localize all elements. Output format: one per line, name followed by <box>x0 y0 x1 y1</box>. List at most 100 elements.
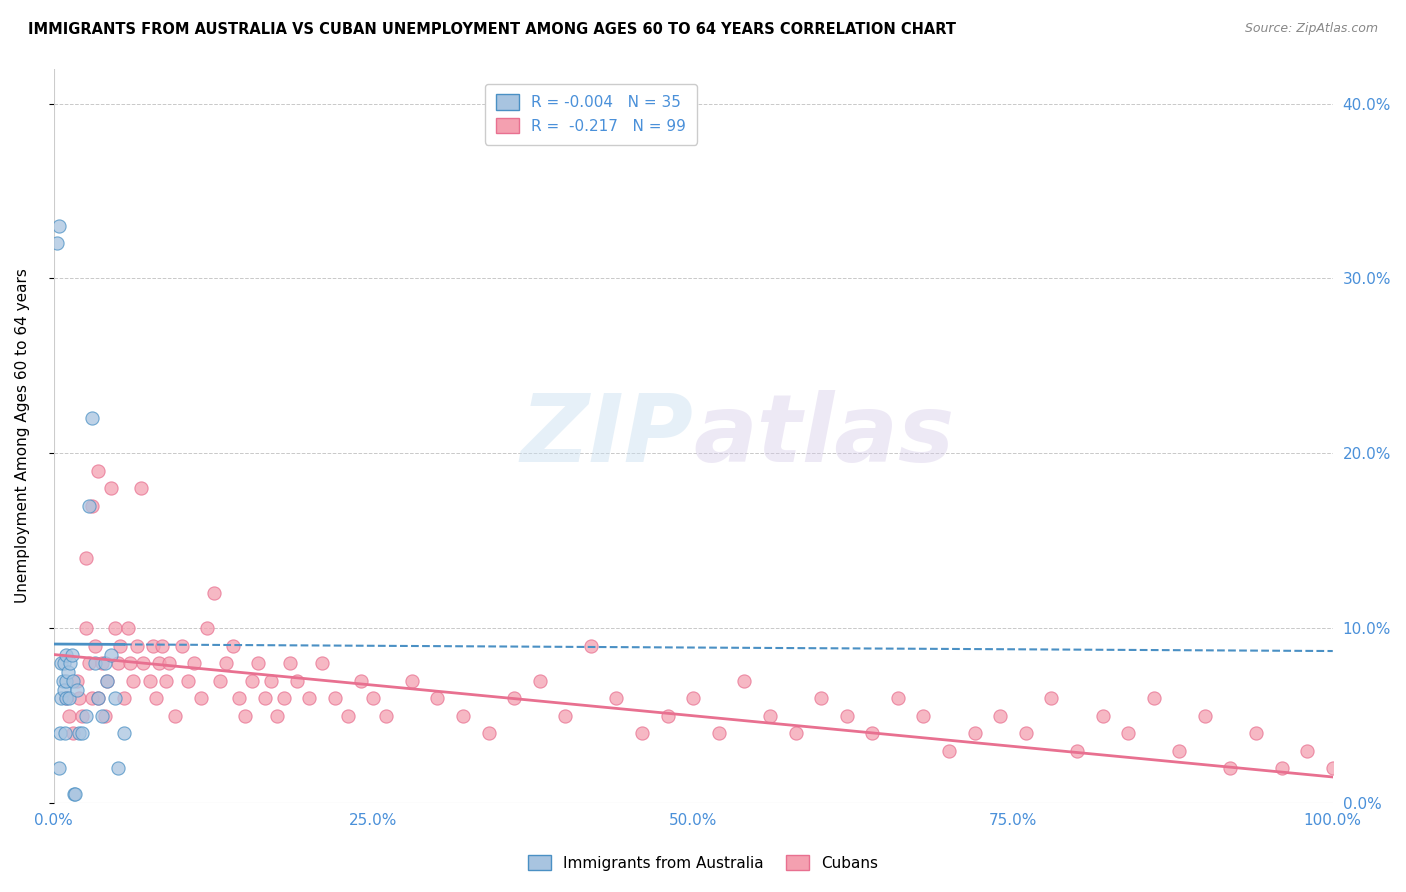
Point <box>195 621 218 635</box>
Text: ZIP: ZIP <box>520 390 693 482</box>
Y-axis label: Unemployment Among Ages 60 to 64 years: Unemployment Among Ages 60 to 64 years <box>15 268 30 603</box>
Point <box>66 682 89 697</box>
Point <box>55 691 77 706</box>
Point <box>94 708 117 723</box>
Point <box>80 411 103 425</box>
Point <box>170 639 193 653</box>
Point <box>912 708 935 723</box>
Point <box>988 708 1011 723</box>
Point <box>759 708 782 723</box>
Point <box>273 691 295 706</box>
Point <box>208 673 231 688</box>
Point <box>58 691 80 706</box>
Point <box>51 691 73 706</box>
Point <box>165 708 187 723</box>
Point <box>682 691 704 706</box>
Point <box>91 708 114 723</box>
Point <box>1296 744 1319 758</box>
Point <box>938 744 960 758</box>
Point <box>52 657 75 671</box>
Point <box>363 691 385 706</box>
Point <box>79 657 101 671</box>
Point <box>529 673 551 688</box>
Point <box>51 657 73 671</box>
Point <box>48 761 70 775</box>
Point <box>138 673 160 688</box>
Point <box>228 691 250 706</box>
Point <box>122 673 145 688</box>
Point <box>104 621 127 635</box>
Point <box>96 673 118 688</box>
Point <box>117 621 139 635</box>
Point <box>298 691 321 706</box>
Text: IMMIGRANTS FROM AUSTRALIA VS CUBAN UNEMPLOYMENT AMONG AGES 60 TO 64 YEARS CORREL: IMMIGRANTS FROM AUSTRALIA VS CUBAN UNEMP… <box>28 22 956 37</box>
Point <box>240 673 263 688</box>
Point <box>1091 708 1114 723</box>
Point <box>401 673 423 688</box>
Point <box>59 657 82 671</box>
Point <box>79 499 101 513</box>
Point <box>1066 744 1088 758</box>
Point <box>190 691 212 706</box>
Point <box>323 691 346 706</box>
Point <box>66 673 89 688</box>
Point <box>112 691 135 706</box>
Point <box>80 499 103 513</box>
Point <box>55 673 77 688</box>
Point <box>1015 726 1038 740</box>
Legend: Immigrants from Australia, Cubans: Immigrants from Australia, Cubans <box>519 846 887 880</box>
Point <box>707 726 730 740</box>
Point <box>91 657 114 671</box>
Text: atlas: atlas <box>693 390 955 482</box>
Point <box>108 639 131 653</box>
Point <box>107 761 129 775</box>
Legend: R = -0.004   N = 35, R =  -0.217   N = 99: R = -0.004 N = 35, R = -0.217 N = 99 <box>485 84 696 145</box>
Point <box>1116 726 1139 740</box>
Point <box>49 726 72 740</box>
Point <box>142 639 165 653</box>
Point <box>1219 761 1241 775</box>
Point <box>48 219 70 233</box>
Point <box>65 788 87 802</box>
Point <box>62 673 84 688</box>
Point <box>80 691 103 706</box>
Point <box>120 657 142 671</box>
Point <box>75 708 97 723</box>
Point <box>107 657 129 671</box>
Point <box>835 708 858 723</box>
Point <box>67 726 90 740</box>
Point <box>349 673 371 688</box>
Point <box>477 726 499 740</box>
Point <box>579 639 602 653</box>
Point <box>70 726 93 740</box>
Point <box>51 673 73 688</box>
Point <box>235 708 257 723</box>
Point <box>129 481 152 495</box>
Point <box>426 691 449 706</box>
Point <box>1040 691 1063 706</box>
Point <box>148 657 170 671</box>
Point <box>202 586 225 600</box>
Point <box>56 665 79 679</box>
Point <box>150 639 173 653</box>
Point <box>96 673 118 688</box>
Point <box>785 726 807 740</box>
Point <box>311 657 333 671</box>
Point <box>375 708 398 723</box>
Point <box>75 551 97 566</box>
Point <box>1271 761 1294 775</box>
Point <box>183 657 205 671</box>
Point <box>451 708 474 723</box>
Point <box>631 726 654 740</box>
Point <box>87 464 110 478</box>
Point <box>100 481 122 495</box>
Point <box>336 708 359 723</box>
Point <box>67 691 90 706</box>
Point <box>63 788 86 802</box>
Point <box>155 673 177 688</box>
Point <box>733 673 755 688</box>
Point <box>58 708 80 723</box>
Point <box>285 673 308 688</box>
Point <box>810 691 832 706</box>
Point <box>1143 691 1166 706</box>
